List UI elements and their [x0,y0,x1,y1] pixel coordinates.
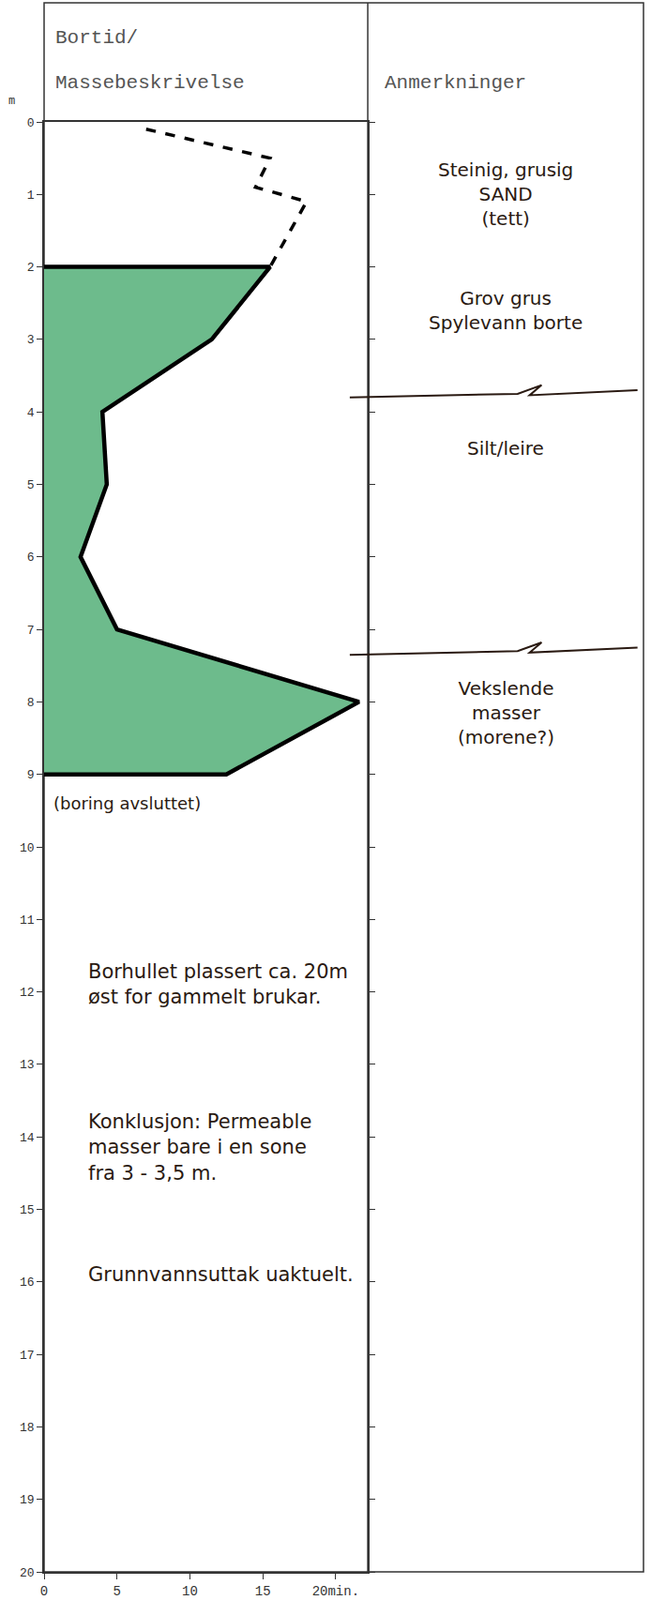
svg-text:9: 9 [27,768,35,783]
svg-text:20: 20 [19,1566,35,1581]
svg-text:m: m [8,94,16,108]
svg-text:Silt/leire: Silt/leire [467,437,545,460]
svg-text:Vekslendemasser(morene?): Vekslendemasser(morene?) [457,677,555,749]
svg-text:17: 17 [19,1348,35,1363]
svg-text:Borhullet plassert ca. 20møst: Borhullet plassert ca. 20møst for gammel… [88,960,349,1009]
svg-text:4: 4 [27,406,35,421]
svg-text:Bortid/: Bortid/ [55,27,138,49]
svg-text:10: 10 [181,1584,198,1600]
svg-text:16: 16 [19,1275,35,1290]
svg-text:13: 13 [19,1058,35,1073]
svg-text:Steinig, grusigSAND(tett): Steinig, grusigSAND(tett) [438,158,574,230]
svg-text:5: 5 [27,478,35,493]
svg-text:19: 19 [19,1493,35,1508]
svg-text:Grunnvannsuttak uaktuelt.: Grunnvannsuttak uaktuelt. [88,1263,354,1287]
svg-text:20min.: 20min. [312,1584,360,1600]
svg-text:Grov grusSpylevann borte: Grov grusSpylevann borte [428,287,583,334]
svg-text:18: 18 [19,1421,35,1436]
svg-text:2: 2 [27,260,35,275]
svg-text:6: 6 [27,550,35,565]
svg-text:(boring avsluttet): (boring avsluttet) [53,793,201,814]
svg-text:Anmerkninger: Anmerkninger [384,72,527,94]
svg-text:14: 14 [19,1131,35,1146]
svg-text:15: 15 [255,1584,272,1600]
svg-text:3: 3 [27,333,35,348]
svg-text:15: 15 [19,1203,35,1218]
svg-text:Massebeskrivelse: Massebeskrivelse [55,72,245,94]
svg-text:12: 12 [19,985,35,1000]
svg-text:0: 0 [27,116,35,131]
svg-text:11: 11 [19,913,35,928]
svg-text:8: 8 [27,696,35,711]
svg-text:1: 1 [27,188,35,203]
svg-text:0: 0 [40,1584,48,1600]
svg-text:10: 10 [19,841,35,856]
svg-text:7: 7 [27,623,35,638]
svg-text:Konklusjon: Permeablemasser ba: Konklusjon: Permeablemasser bare i en so… [88,1110,312,1185]
svg-text:5: 5 [113,1584,122,1600]
